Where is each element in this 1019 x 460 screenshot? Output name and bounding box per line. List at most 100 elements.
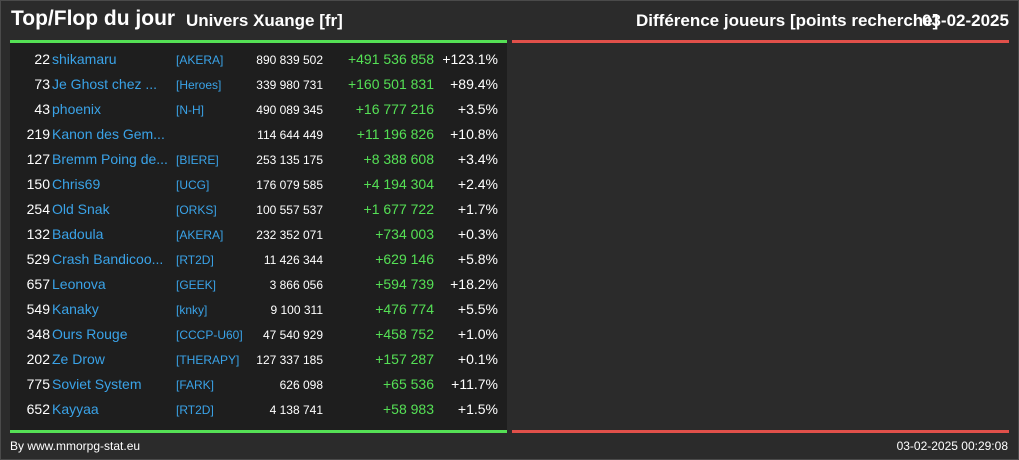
list-item: 219 Kanon des Gem... 114 644 449 +11 196 82… (10, 122, 507, 147)
player-points: 232 352 071 (256, 228, 323, 242)
points-difference: +8 388 608 (363, 151, 434, 167)
points-difference: +734 003 (375, 226, 434, 242)
percent-change: +1.0% (457, 326, 498, 342)
player-name-link[interactable]: Je Ghost chez ... (52, 76, 158, 92)
list-item: 529 Crash Bandicoo... [RT2D] 11 426 344 +629… (10, 247, 507, 272)
percent-change: +89.4% (450, 76, 498, 92)
points-difference: +16 777 216 (355, 101, 434, 117)
list-item: 202 Ze Drow [THERAPY] 127 337 185 +157 287 +0… (10, 347, 507, 372)
player-rank: 132 (26, 226, 50, 242)
alliance-link[interactable]: [UCG] (176, 178, 210, 192)
player-name-link[interactable]: phoenix (52, 101, 102, 117)
points-difference: +4 194 304 (363, 176, 434, 192)
alliance-link[interactable]: [N-H] (176, 103, 204, 117)
alliance-link[interactable]: [AKERA] (176, 228, 224, 242)
player-name-link[interactable]: Soviet System (52, 376, 142, 392)
player-name-link[interactable]: Badoula (52, 226, 104, 242)
player-rank: 219 (26, 126, 50, 142)
list-item: 652 Kayyaa [RT2D] 4 138 741 +58 983 +1.5% (10, 397, 507, 422)
metric-label: Différence joueurs [points recherche] (636, 11, 939, 30)
alliance-link[interactable]: [GEEK] (176, 278, 217, 292)
player-rank: 348 (26, 326, 50, 342)
footer-timestamp: 03-02-2025 00:29:08 (896, 439, 1008, 453)
list-item: 254 Old Snak [ORKS] 100 557 537 +1 677 722 +1… (10, 197, 507, 222)
player-name-link[interactable]: Leonova (52, 276, 106, 292)
player-name-link[interactable]: Ze Drow (52, 351, 105, 367)
points-difference: +65 536 (383, 376, 434, 392)
points-difference: +476 774 (375, 301, 434, 317)
player-points: 9 100 311 (270, 303, 324, 317)
top-divider (10, 40, 507, 43)
flop-divider (512, 40, 1009, 43)
player-name-link[interactable]: Chris69 (52, 176, 101, 192)
percent-change: +0.1% (457, 351, 498, 367)
list-item: 73 Je Ghost chez ... [Heroes] 339 980 731 +1… (10, 72, 507, 97)
list-item: 150 Chris69 [UCG] 176 079 585 +4 194 304 +2.4… (10, 172, 507, 197)
player-points: 47 540 929 (262, 328, 323, 342)
points-difference: +629 146 (375, 251, 434, 267)
alliance-link[interactable]: [BIERE] (176, 153, 219, 167)
list-item: 127 Bremm Poing de... [BIERE] 253 135 175 +8… (10, 147, 507, 172)
player-rank: 127 (26, 151, 50, 167)
percent-change: +3.4% (457, 151, 498, 167)
alliance-link[interactable]: [ORKS] (176, 203, 217, 217)
header: Top/Flop du jour Univers Xuange [fr] Dif… (0, 0, 1019, 40)
player-rank: 652 (26, 401, 50, 417)
alliance-link[interactable]: [RT2D] (176, 253, 214, 267)
player-name-link[interactable]: Ours Rouge (52, 326, 128, 342)
percent-change: +1.5% (457, 401, 498, 417)
points-difference: +58 983 (383, 401, 434, 417)
player-rank: 657 (26, 276, 50, 292)
player-name-link[interactable]: Old Snak (52, 201, 110, 217)
player-name-link[interactable]: Kayyaa (52, 401, 99, 417)
player-points: 11 426 344 (263, 253, 323, 267)
alliance-link[interactable]: [CCCP-U60] (176, 328, 243, 342)
alliance-link[interactable]: [THERAPY] (176, 353, 240, 367)
player-points: 890 839 502 (256, 53, 323, 67)
player-points: 490 089 345 (256, 103, 323, 117)
top-divider-bottom (10, 430, 507, 433)
points-difference: +160 501 831 (347, 76, 434, 92)
footer-credit: By www.mmorpg-stat.eu (10, 439, 141, 453)
points-difference: +594 739 (375, 276, 434, 292)
player-rank: 254 (26, 201, 50, 217)
points-difference: +491 536 858 (347, 51, 434, 67)
percent-change: +123.1% (442, 51, 498, 67)
flop-panel (512, 43, 1009, 430)
player-rank: 22 (34, 51, 50, 67)
player-points: 114 644 449 (257, 128, 323, 142)
points-difference: +1 677 722 (363, 201, 434, 217)
points-difference: +458 752 (375, 326, 434, 342)
top-panel (10, 43, 507, 430)
player-name-link[interactable]: Crash Bandicoo... (52, 251, 164, 267)
percent-change: +5.8% (457, 251, 498, 267)
player-rank: 775 (26, 376, 50, 392)
percent-change: +1.7% (457, 201, 498, 217)
player-rank: 529 (26, 251, 50, 267)
alliance-link[interactable]: [AKERA] (176, 53, 224, 67)
alliance-link[interactable]: [FARK] (176, 378, 215, 392)
player-rank: 150 (26, 176, 50, 192)
list-item: 22 shikamaru [AKERA] 890 839 502 +491 536 85… (10, 47, 507, 72)
universe-label: Univers Xuange [fr] (186, 11, 343, 30)
top-list: 22 shikamaru [AKERA] 890 839 502 +491 536 85… (10, 47, 507, 422)
player-name-link[interactable]: Kanon des Gem... (52, 126, 165, 142)
alliance-link[interactable]: [knky] (176, 303, 208, 317)
date-label: 03-02-2025 (922, 11, 1009, 30)
player-points: 127 337 185 (256, 353, 323, 367)
percent-change: +0.3% (457, 226, 498, 242)
list-item: 348 Ours Rouge [CCCP-U60] 47 540 929 +458 75… (10, 322, 507, 347)
flop-divider-bottom (512, 430, 1009, 433)
list-item: 43 phoenix [N-H] 490 089 345 +16 777 216 +3.5… (10, 97, 507, 122)
percent-change: +3.5% (457, 101, 498, 117)
player-name-link[interactable]: Kanaky (52, 301, 99, 317)
player-name-link[interactable]: Bremm Poing de... (52, 151, 168, 167)
list-item: 775 Soviet System [FARK] 626 098 +65 536 +11.… (10, 372, 507, 397)
percent-change: +5.5% (457, 301, 498, 317)
player-name-link[interactable]: shikamaru (52, 51, 117, 67)
alliance-link[interactable]: [RT2D] (176, 403, 214, 417)
points-difference: +11 196 826 (356, 126, 434, 142)
player-rank: 73 (34, 76, 50, 92)
percent-change: +10.8% (450, 126, 498, 142)
alliance-link[interactable]: [Heroes] (176, 78, 222, 92)
